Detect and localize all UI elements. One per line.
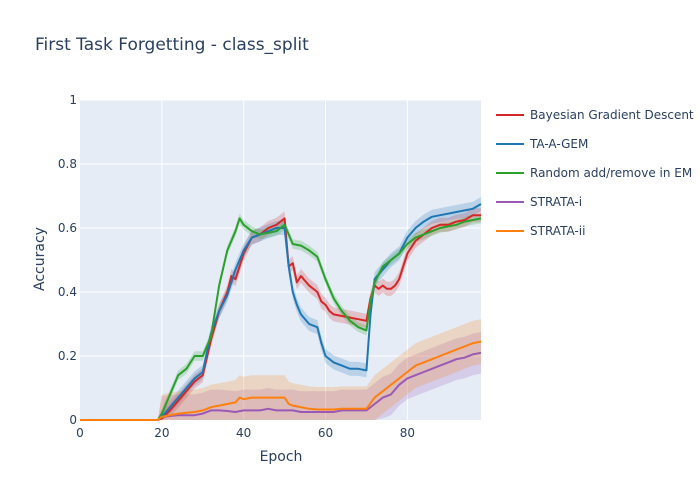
- legend-label-3: STRATA-i: [530, 195, 582, 209]
- x-tick-label: 20: [154, 426, 169, 440]
- x-axis-title: Epoch: [260, 449, 303, 465]
- x-tick-label: 80: [400, 426, 415, 440]
- legend-label-1: TA-A-GEM: [529, 137, 588, 151]
- y-tick-label: 0.6: [58, 221, 77, 235]
- legend-label-4: STRATA-ii: [530, 224, 585, 238]
- chart-title: First Task Forgetting - class_split: [35, 35, 309, 55]
- legend-label-2: Random add/remove in EM: [530, 166, 692, 180]
- series-band-1: [80, 196, 481, 420]
- y-tick-label: 0.2: [58, 349, 77, 363]
- x-tick-label: 40: [236, 426, 251, 440]
- series-line-4: [80, 340, 482, 421]
- x-axis-ticks: 0 20 40 60 80: [76, 426, 415, 440]
- y-tick-label: 0: [69, 413, 77, 427]
- legend: Bayesian Gradient Descent TA-A-GEM Random …: [496, 108, 694, 238]
- y-tick-label: 1: [69, 93, 77, 107]
- series-lines: [80, 203, 482, 421]
- y-axis-ticks: 0 0.2 0.4 0.6 0.8 1: [58, 93, 77, 427]
- y-tick-label: 0.4: [58, 285, 77, 299]
- series-band-0: [80, 208, 481, 420]
- y-axis-title: Accuracy: [32, 227, 48, 291]
- series-line-0: [80, 214, 481, 421]
- y-tick-label: 0.8: [58, 157, 77, 171]
- x-tick-label: 0: [76, 426, 84, 440]
- legend-label-0: Bayesian Gradient Descent: [530, 108, 694, 122]
- series-line-2: [80, 217, 482, 421]
- x-tick-label: 60: [318, 426, 333, 440]
- series-line-1: [80, 203, 482, 421]
- series-line-3: [80, 351, 482, 421]
